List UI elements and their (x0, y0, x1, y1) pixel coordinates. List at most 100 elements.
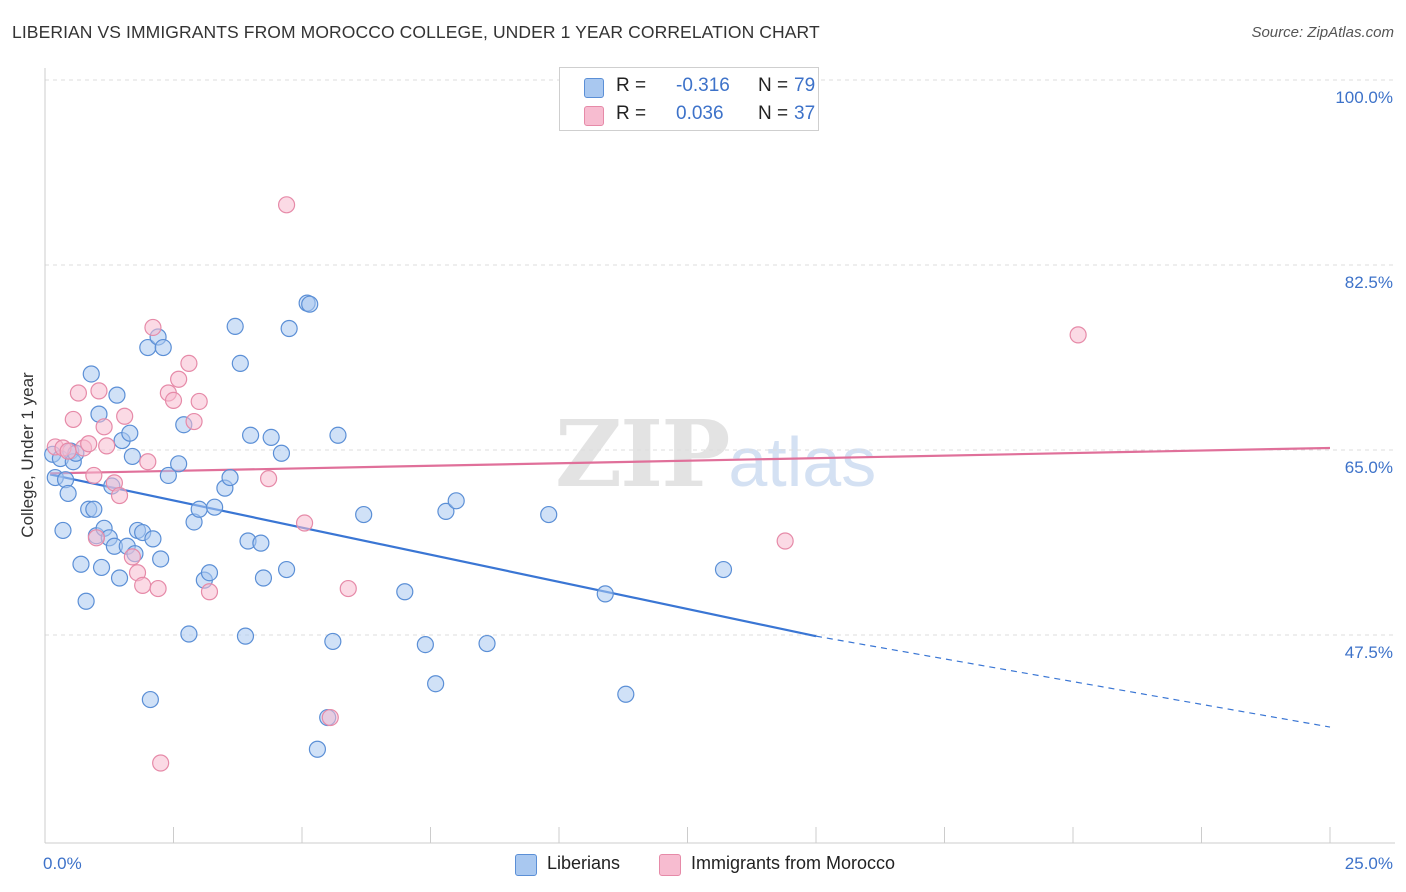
y-tick-label: 65.0% (1345, 458, 1393, 477)
y-tick-label: 100.0% (1335, 88, 1393, 107)
point-liberians (190, 500, 208, 518)
legend-swatch-liberians (584, 78, 604, 98)
y-tick-label: 82.5% (1345, 273, 1393, 292)
point-morocco (116, 407, 134, 425)
chart-title: LIBERIAN VS IMMIGRANTS FROM MOROCCO COLL… (12, 22, 820, 42)
legend-n-value: 79 (794, 75, 816, 96)
point-liberians (447, 492, 465, 510)
legend-r-label: R = (616, 103, 647, 124)
point-liberians (427, 675, 445, 693)
point-liberians (540, 505, 558, 524)
point-liberians (77, 592, 95, 610)
y-axis-label: College, Under 1 year (18, 372, 37, 538)
point-morocco (164, 391, 183, 409)
point-liberians (236, 627, 255, 645)
point-liberians (144, 530, 162, 548)
point-morocco (95, 418, 113, 436)
point-morocco (185, 412, 203, 431)
point-liberians (252, 534, 270, 552)
point-liberians (59, 484, 77, 503)
point-liberians (121, 424, 139, 442)
legend-r-value: -0.316 (676, 75, 730, 96)
point-liberians (437, 502, 455, 520)
point-morocco (59, 442, 77, 460)
point-morocco (98, 437, 116, 455)
point-liberians (242, 426, 260, 444)
point-morocco (80, 435, 98, 453)
point-liberians (141, 690, 159, 709)
legend-n-label: N = (758, 103, 789, 124)
point-morocco (85, 466, 103, 485)
point-liberians (72, 555, 90, 573)
point-liberians (108, 386, 126, 404)
legend-n-label: N = (758, 75, 789, 96)
point-liberians (54, 521, 72, 540)
point-liberians (152, 550, 170, 568)
legend-n-value: 37 (794, 103, 816, 124)
point-liberians (262, 428, 280, 446)
point-liberians (277, 560, 296, 579)
point-morocco (259, 470, 278, 488)
point-morocco (110, 486, 129, 505)
point-liberians (154, 338, 172, 357)
point-liberians (478, 634, 496, 653)
point-morocco (69, 384, 88, 402)
point-morocco (152, 754, 170, 772)
point-morocco (200, 583, 219, 601)
legend-swatch-morocco (584, 106, 604, 126)
trend-line-liberians (49, 473, 817, 638)
legend-r-value: 0.036 (676, 103, 724, 124)
point-morocco (339, 579, 357, 598)
trend-lines (49, 446, 1331, 728)
axes (44, 68, 1395, 844)
point-morocco (144, 318, 162, 337)
bottom-legend-swatch-morocco (659, 854, 681, 876)
point-morocco (321, 708, 339, 727)
trend-line-morocco (50, 446, 1331, 475)
point-morocco (170, 370, 188, 388)
bottom-legend-swatch-liberians (515, 854, 537, 876)
trend-line-liberians-extrapolated (815, 635, 1331, 728)
point-morocco (776, 532, 794, 550)
point-liberians (85, 500, 103, 518)
point-liberians (416, 635, 434, 654)
point-morocco (139, 453, 157, 471)
point-liberians (280, 319, 298, 338)
point-liberians (231, 354, 249, 372)
point-liberians (92, 558, 111, 577)
point-liberians (596, 585, 614, 603)
chart-source: Source: ZipAtlas.com (1251, 24, 1394, 41)
point-liberians (301, 295, 319, 313)
point-morocco (123, 548, 141, 566)
point-liberians (221, 468, 239, 487)
point-liberians (617, 685, 635, 703)
point-morocco (90, 382, 108, 400)
point-morocco (64, 410, 82, 429)
point-liberians (123, 447, 141, 466)
point-liberians (324, 632, 342, 651)
point-morocco (149, 579, 167, 598)
gridlines (45, 79, 1395, 636)
data-points (44, 196, 1087, 772)
point-liberians (170, 455, 188, 473)
point-morocco (295, 514, 314, 532)
point-liberians (206, 498, 224, 516)
correlation-legend: R = -0.316 N = 79 R = 0.036 N = 37 (559, 67, 819, 131)
point-morocco (180, 354, 198, 372)
point-liberians (254, 569, 273, 587)
point-liberians (396, 583, 414, 601)
point-liberians (714, 560, 733, 579)
point-morocco (87, 529, 106, 547)
point-liberians (200, 564, 219, 582)
point-morocco (190, 392, 208, 411)
point-morocco (277, 196, 296, 214)
x-tick-label-min: 0.0% (43, 854, 82, 873)
point-liberians (272, 444, 291, 462)
point-liberians (82, 365, 100, 383)
point-liberians (355, 505, 373, 524)
point-liberians (159, 466, 177, 485)
tick-labels: 47.5% 65.0% 82.5% 100.0% 0.0% 25.0% (43, 88, 1393, 873)
legend-r-label: R = (616, 75, 647, 96)
bottom-legend-label: Liberians (547, 853, 621, 873)
